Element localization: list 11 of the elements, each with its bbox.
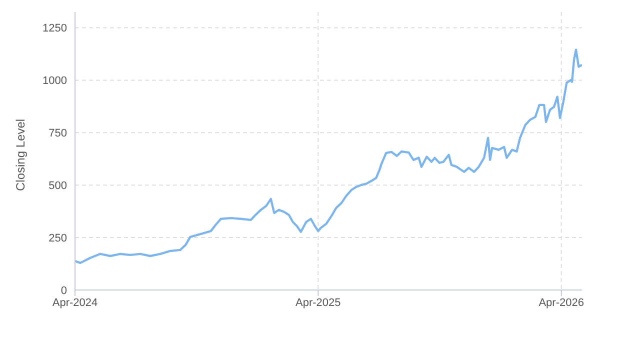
x-tick-label: Apr-2026 xyxy=(538,296,584,309)
x-tick-label: Apr-2024 xyxy=(52,296,98,309)
x-tick-label: Apr-2025 xyxy=(296,296,341,309)
y-tick-label: 1000 xyxy=(42,75,67,88)
line-series xyxy=(75,48,582,264)
y-tick-label: 250 xyxy=(48,232,67,244)
y-axis-title: Closing Level xyxy=(13,118,28,191)
y-tick-label: 750 xyxy=(48,128,67,140)
y-tick-label: 500 xyxy=(48,180,67,192)
y-tick-label: 1250 xyxy=(42,22,67,35)
y-tick-label: 0 xyxy=(60,284,67,297)
